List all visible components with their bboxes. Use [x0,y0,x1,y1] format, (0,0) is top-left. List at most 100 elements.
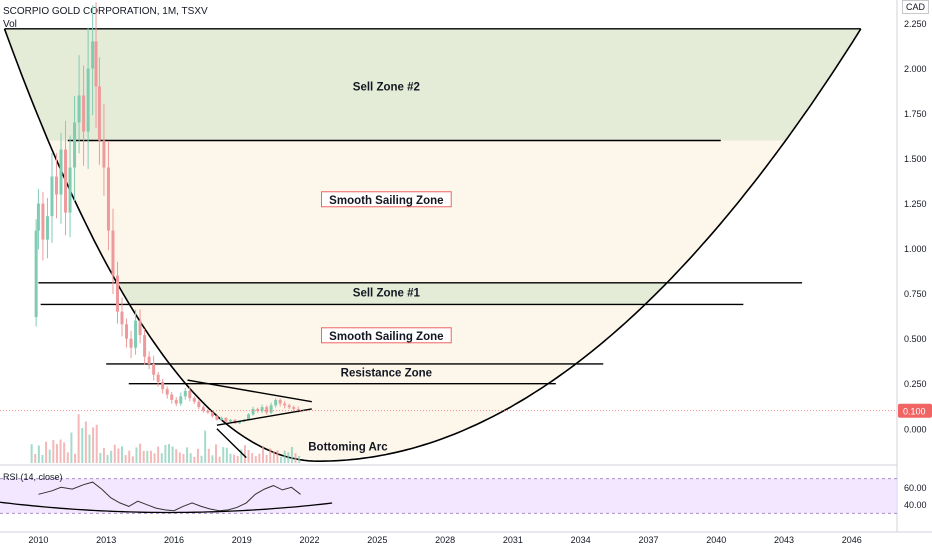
volume-bar [74,453,77,463]
volume-bar [240,449,243,463]
x-tick-label: 2031 [503,535,523,545]
volume-bar [92,427,95,463]
volume-bar [243,445,246,463]
x-tick-label: 2046 [842,535,862,545]
volume-bar [178,452,181,463]
candle-body [77,95,81,123]
x-tick-label: 2022 [300,535,320,545]
volume-bar [283,450,286,463]
candle-body [59,149,63,195]
candle-body [296,408,300,411]
y-tick-label: 1.000 [904,244,927,254]
volume-bar [160,453,163,463]
candle-body [265,407,269,413]
bowl-bottom-band [129,304,646,462]
candle-body [102,140,106,168]
volume-bar [186,447,189,463]
candle-body [206,410,210,413]
zone-label-resistance-zone-4: Resistance Zone [341,368,432,380]
candle-body [219,417,223,420]
rsi-y-tick-label: 40.00 [904,500,927,510]
candle-body [45,216,49,240]
zone-label-smooth-sailing-zone-3: Smooth Sailing Zone [329,331,443,343]
zone-label-smooth-sailing-zone-3-box [321,327,452,344]
volume-bar [34,453,37,463]
volume-bar [196,448,199,463]
last-price-tag [898,403,932,418]
x-tick-label: 2028 [435,535,455,545]
volume-bar [290,446,293,463]
triangle-upper-line [187,379,312,403]
x-tick-label: 2013 [96,535,116,545]
candle-body [54,176,58,195]
volume-bar [88,434,91,463]
volume-bar [81,428,84,463]
volume-bar [157,446,160,463]
candle-body [129,338,133,348]
candle-body [247,414,251,420]
candle-body [192,398,196,402]
candle-body [188,390,192,399]
volume-label: Vol [3,19,17,30]
volume-bar [276,450,279,463]
volume-bar [77,414,80,463]
volume-bar [41,454,44,463]
candle-body [106,167,110,231]
volume-bar [48,449,51,463]
chart-title: SCORPIO GOLD CORPORATION, 1M, TSXV [3,6,208,17]
volume-bar [254,456,257,463]
volume-bar [110,450,113,463]
y-tick-label: 0.750 [904,289,927,299]
volume-bar [236,455,239,463]
sell-zone-2-band [4,28,861,141]
volume-bar [59,439,62,463]
candle-body [269,405,273,413]
volume-bar [124,455,127,463]
volume-bar [258,453,261,463]
volume-bar [142,450,145,463]
smooth-sailing-upper-band [48,140,786,283]
volume-bar [117,448,120,463]
candle-body [274,399,278,406]
rsi-line [38,481,301,512]
candle-body [94,41,98,87]
last-price-label: 0.100 [903,406,926,416]
volume-bar [139,443,142,463]
candle-body [292,407,296,409]
candle-body [210,412,214,417]
candle-body [97,86,101,141]
volume-bars [30,414,301,463]
volume-bar [146,450,149,463]
volume-bar [251,453,254,463]
rsi-arc [0,501,333,514]
candle-body [283,403,287,406]
rsi-band [0,478,897,514]
candle-body [120,311,124,325]
candle-body [34,230,38,318]
volume-bar [200,455,203,463]
candle-body [64,149,68,213]
candle-body [143,335,147,357]
candle-body [215,416,219,420]
volume-bar [280,456,283,463]
y-tick-label: 1.500 [904,154,927,164]
volume-bar [66,452,69,463]
x-tick-label: 2034 [571,535,591,545]
candle-body [170,394,174,400]
volume-bar [128,450,131,463]
volume-bar [106,454,109,463]
candle-body [82,95,86,132]
zone-label-bottoming-arc-5: Bottoming Arc [308,442,388,454]
candle-body [197,401,201,408]
volume-bar [218,456,221,463]
volume-bar [207,448,210,463]
candle-body [179,396,183,404]
volume-bar [247,450,250,463]
candle-body [224,417,228,422]
volume-bar [287,452,290,463]
volume-bar [70,432,73,463]
candle-body [41,203,45,240]
candle-body [238,421,242,424]
volume-bar [211,455,214,463]
